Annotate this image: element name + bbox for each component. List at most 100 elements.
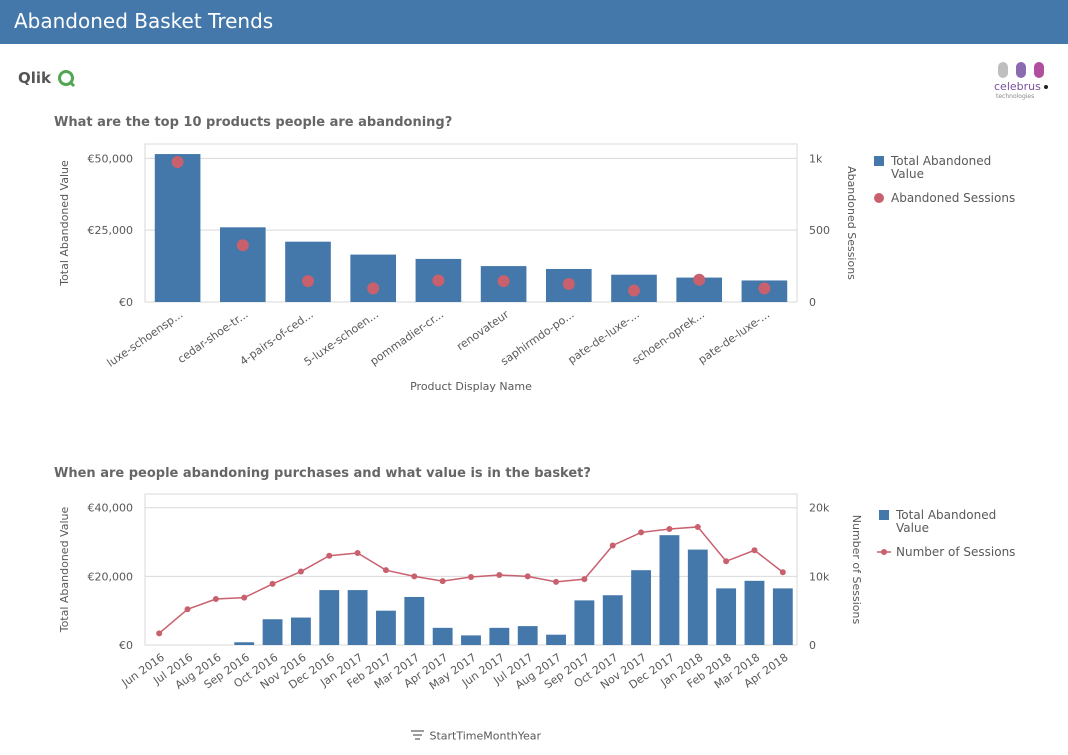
y-tick-label: €25,000 bbox=[88, 224, 134, 237]
y-axis-title: Total Abandoned Value bbox=[58, 160, 71, 287]
bar bbox=[285, 241, 331, 302]
session-point bbox=[666, 526, 673, 533]
bar bbox=[517, 626, 538, 645]
legend-label: Value bbox=[896, 521, 929, 535]
session-point bbox=[269, 580, 276, 587]
y2-axis-title: Abandoned Sessions bbox=[845, 166, 858, 280]
session-dot bbox=[758, 282, 771, 295]
top-products-chart: €0 €25,000 €50,000 0 500 1k Total Abandoned Va… bbox=[58, 143, 1015, 393]
y2-axis-title: Number of Sessions bbox=[850, 515, 863, 625]
legend-swatch-bar bbox=[874, 156, 884, 166]
bar bbox=[350, 254, 397, 302]
session-point bbox=[553, 578, 560, 585]
session-point bbox=[524, 573, 531, 580]
chart-1-title: What are the top 10 products people are … bbox=[54, 115, 453, 130]
bar bbox=[574, 600, 595, 645]
page-title: Abandoned Basket Trends bbox=[14, 9, 274, 33]
legend-label: Number of Sessions bbox=[896, 545, 1015, 559]
bar bbox=[602, 595, 623, 645]
dimension-tag[interactable]: StartTimeMonthYear bbox=[410, 729, 541, 744]
y2-tick-label: 0 bbox=[809, 639, 816, 652]
y2-tick-label: 10k bbox=[809, 570, 830, 583]
bar bbox=[404, 596, 425, 645]
y-tick-label: €0 bbox=[119, 296, 133, 309]
sort-icon bbox=[410, 729, 426, 744]
x-axis-title: Product Display Name bbox=[410, 380, 532, 393]
bar bbox=[376, 610, 396, 645]
y2-tick-label: 20k bbox=[809, 502, 830, 515]
session-point bbox=[496, 571, 503, 578]
qlik-logo: Qlik bbox=[18, 68, 80, 94]
session-point bbox=[382, 567, 389, 574]
session-point bbox=[326, 552, 333, 559]
x-tick-label: schoen-oprek... bbox=[630, 308, 707, 367]
y-tick-label: €0 bbox=[119, 639, 133, 652]
session-dot bbox=[628, 284, 640, 297]
chart-2-title: When are people abandoning purchases and… bbox=[54, 466, 591, 481]
legend-label: Abandoned Sessions bbox=[891, 191, 1015, 205]
monthly-trend-chart: €0 €20,000 €40,000 0 10k 20k Total Abandoned V… bbox=[58, 493, 1015, 693]
session-point bbox=[723, 558, 730, 565]
bar bbox=[219, 227, 266, 302]
session-dot bbox=[497, 275, 510, 288]
session-point bbox=[751, 547, 758, 554]
session-dot bbox=[236, 239, 249, 252]
bar bbox=[546, 634, 566, 645]
session-dot bbox=[367, 282, 380, 295]
svg-text:Qlik: Qlik bbox=[18, 69, 52, 87]
bar bbox=[461, 635, 481, 645]
session-point bbox=[638, 529, 645, 536]
session-point bbox=[297, 568, 304, 575]
legend-swatch-dot bbox=[874, 193, 884, 203]
session-point bbox=[779, 569, 786, 576]
bar bbox=[744, 580, 765, 645]
session-point bbox=[609, 542, 616, 549]
bar bbox=[659, 535, 680, 645]
session-point bbox=[411, 573, 418, 580]
session-point bbox=[354, 550, 361, 557]
session-point bbox=[241, 594, 248, 601]
session-dot bbox=[432, 274, 445, 287]
bar bbox=[772, 588, 793, 645]
y-axis-title: Total Abandoned Value bbox=[58, 506, 71, 633]
session-point bbox=[581, 576, 588, 583]
session-point bbox=[439, 578, 446, 585]
session-dot bbox=[302, 275, 314, 288]
bar bbox=[319, 590, 340, 645]
bar bbox=[347, 590, 368, 645]
legend-label: Total Abandoned bbox=[895, 508, 996, 522]
x-tick-label: renovateur bbox=[454, 308, 511, 354]
y-tick-label: €40,000 bbox=[88, 502, 134, 515]
session-point bbox=[694, 523, 701, 530]
session-point bbox=[468, 574, 474, 581]
bar bbox=[262, 619, 283, 645]
y-tick-label: €50,000 bbox=[88, 152, 134, 165]
session-point bbox=[156, 630, 163, 637]
y2-tick-label: 1k bbox=[809, 152, 823, 165]
bar bbox=[631, 570, 652, 645]
legend-swatch-bar bbox=[879, 510, 889, 520]
bar bbox=[234, 642, 255, 645]
session-dot bbox=[693, 273, 706, 286]
svg-text:technologies: technologies bbox=[996, 93, 1034, 100]
legend-swatch-point bbox=[881, 549, 887, 555]
session-dot bbox=[562, 278, 575, 291]
session-dot bbox=[171, 155, 184, 168]
x-tick-label: pate-de-luxe-... bbox=[696, 308, 772, 367]
bar bbox=[687, 549, 708, 645]
session-point bbox=[212, 596, 219, 603]
legend-label: Total Abandoned bbox=[890, 154, 991, 168]
bar bbox=[154, 154, 201, 302]
y2-tick-label: 0 bbox=[809, 296, 816, 309]
bar bbox=[716, 588, 737, 645]
bar bbox=[432, 627, 453, 645]
session-point bbox=[184, 606, 191, 613]
celebrus-logo: celebrus technologies bbox=[990, 60, 1054, 106]
bar bbox=[489, 627, 510, 645]
header-bar: Abandoned Basket Trends bbox=[0, 0, 1068, 44]
dimension-label: StartTimeMonthYear bbox=[429, 729, 542, 743]
svg-text:celebrus: celebrus bbox=[994, 80, 1041, 93]
y-tick-label: €20,000 bbox=[88, 570, 134, 583]
x-tick-label: luxe-schoensp... bbox=[105, 308, 186, 370]
y2-tick-label: 500 bbox=[809, 224, 830, 237]
